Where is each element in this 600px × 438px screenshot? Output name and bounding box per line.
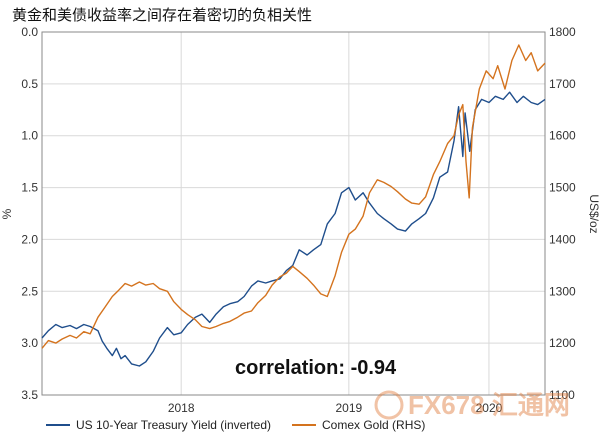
series-line-comex-gold xyxy=(41,44,546,349)
x-tick-label: 2019 xyxy=(336,401,363,415)
right-tick-label: 1300 xyxy=(549,284,576,298)
left-tick-label: 1.5 xyxy=(21,181,38,195)
x-tick-label: 2018 xyxy=(168,401,195,415)
legend-label-comex-gold: Comex Gold (RHS) xyxy=(322,418,425,432)
legend: US 10-Year Treasury Yield (inverted) Come… xyxy=(46,418,425,432)
watermark-logo-icon xyxy=(374,390,404,420)
left-tick-label: 2.5 xyxy=(21,284,38,298)
left-tick-label: 3.5 xyxy=(21,388,38,402)
right-tick-label: 1700 xyxy=(549,77,576,91)
watermark: FX678 汇通网 xyxy=(374,390,570,420)
right-tick-label: 1200 xyxy=(549,336,576,350)
left-axis-label: % xyxy=(0,208,14,219)
right-tick-label: 1100 xyxy=(549,388,575,402)
left-tick-label: 0.5 xyxy=(21,77,38,91)
grid xyxy=(42,32,545,395)
right-axis-label: US$/oz xyxy=(587,194,600,233)
correlation-annotation: correlation: -0.94 xyxy=(235,357,397,379)
right-tick-label: 1400 xyxy=(549,232,576,246)
x-tick-label: 2020 xyxy=(476,401,503,415)
right-tick-label: 1800 xyxy=(549,25,576,39)
plot-area-frame xyxy=(41,31,546,396)
x-axis-ticks: 2018 2019 2020 xyxy=(168,401,503,415)
left-axis-ticks: 0.0 0.5 1.0 1.5 2.0 2.5 3.0 3.5 xyxy=(21,25,38,402)
series-layer xyxy=(41,44,546,367)
series-line-treasury-yield xyxy=(41,91,546,367)
watermark-text: FX678 汇通网 xyxy=(408,390,570,420)
chart-title: 黄金和美债收益率之间存在着密切的负相关性 xyxy=(12,6,312,24)
left-tick-label: 1.0 xyxy=(21,129,38,143)
left-tick-label: 0.0 xyxy=(21,25,38,39)
right-axis-ticks: 1800 1700 1600 1500 1400 1300 1200 1100 xyxy=(549,25,576,402)
legend-label-treasury-yield: US 10-Year Treasury Yield (inverted) xyxy=(76,418,271,432)
right-tick-label: 1600 xyxy=(549,129,576,143)
right-tick-label: 1500 xyxy=(549,181,576,195)
left-tick-label: 3.0 xyxy=(21,336,38,350)
left-tick-label: 2.0 xyxy=(21,232,38,246)
